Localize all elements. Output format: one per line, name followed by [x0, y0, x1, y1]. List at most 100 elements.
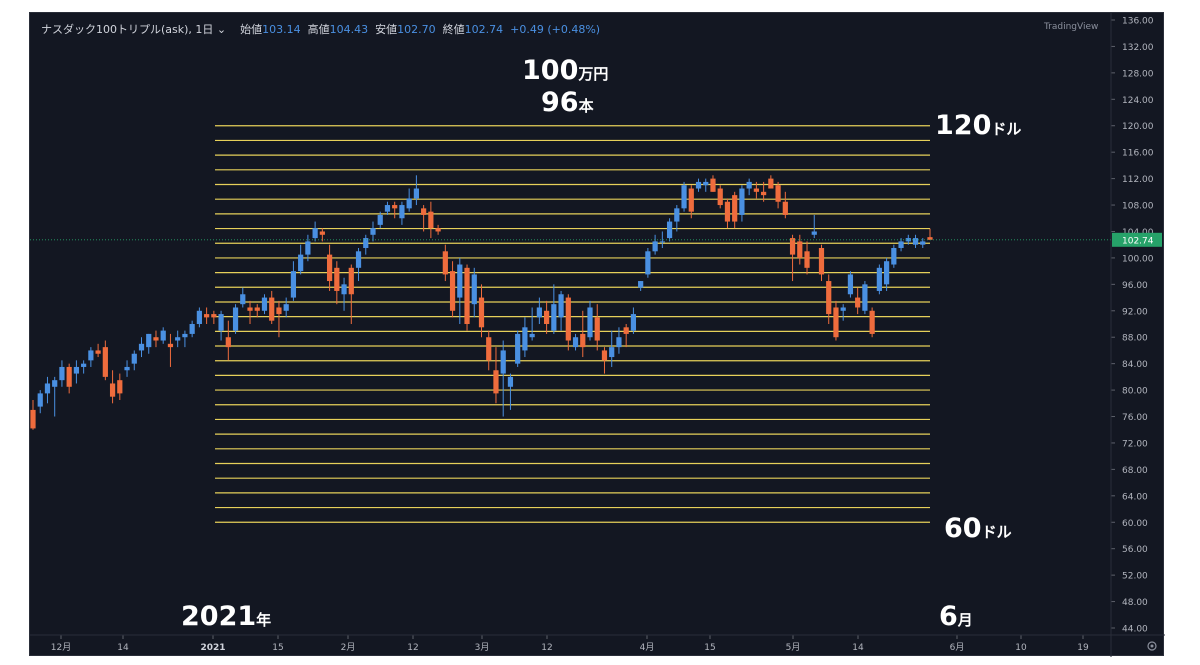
price-tick-label: 64.00	[1122, 492, 1148, 502]
candle-body	[319, 231, 325, 235]
candle-body	[153, 337, 159, 341]
candle-body	[826, 281, 832, 315]
settings-gear-icon[interactable]	[1147, 641, 1157, 651]
time-tick-label: 15	[704, 643, 715, 653]
end-annotation: 6月	[939, 603, 973, 630]
candle-body	[384, 205, 391, 212]
candle-body	[891, 248, 897, 265]
candle-body	[703, 181, 709, 186]
price-tick-label: 68.00	[1122, 466, 1148, 476]
candle-body	[529, 333, 535, 338]
time-tick-label: 4月	[640, 642, 655, 653]
candle-body	[804, 251, 810, 268]
candle-body	[399, 205, 405, 219]
candle-body	[109, 383, 116, 397]
candle-body	[370, 228, 376, 235]
lower-unit: ドル	[981, 523, 1012, 541]
candle-body	[565, 297, 571, 341]
chart-frame: 136.00 132.00 128.00 124.00 120.00 116.00 112.…	[29, 12, 1165, 657]
upper-number: 120	[935, 110, 992, 141]
price-tick-label: 88.00	[1122, 334, 1148, 344]
candle-body	[623, 327, 629, 334]
upper-unit: ドル	[991, 120, 1022, 138]
candle-body	[131, 353, 137, 364]
candle-body	[95, 350, 101, 354]
time-tick-label: 12月	[51, 642, 71, 653]
candle-body	[102, 347, 108, 377]
candle-body	[167, 343, 174, 348]
amount-number: 100	[522, 55, 579, 86]
candle-body	[768, 178, 774, 189]
tradingview-logo[interactable]: TradingView	[1044, 22, 1099, 32]
price-tick-label: 84.00	[1122, 360, 1148, 370]
candle-body	[138, 343, 145, 351]
candle-body	[927, 237, 933, 240]
low-value: 102.70	[397, 23, 436, 36]
start-annotation: 2021年	[181, 603, 271, 630]
price-tick-label: 60.00	[1122, 519, 1148, 529]
lower-bound-annotation: 60ドル	[944, 515, 1012, 542]
candle-body	[175, 337, 181, 341]
candle-body	[674, 208, 680, 222]
symbol-header[interactable]: ナスダック100トリプル(ask), 1日 ⌄ 始値103.14 高値104.4…	[41, 21, 600, 37]
symbol-label[interactable]: ナスダック100トリプル(ask), 1日	[41, 23, 214, 36]
price-tick-label: 96.00	[1122, 281, 1148, 291]
price-tick-label: 56.00	[1122, 545, 1148, 555]
price-tick-label: 80.00	[1122, 387, 1148, 397]
price-tick-label: 132.00	[1122, 43, 1154, 53]
candle-body	[269, 297, 275, 321]
candle-body	[594, 317, 600, 341]
candle-body	[912, 238, 919, 245]
candle-body	[869, 310, 875, 334]
time-tick-label: 3月	[475, 642, 490, 653]
price-tick-label: 128.00	[1122, 69, 1154, 79]
high-value: 104.43	[329, 23, 369, 36]
candle-body	[305, 241, 311, 255]
candle-body	[261, 297, 268, 311]
candle-body	[666, 221, 673, 239]
time-tick-label: 12	[541, 643, 552, 653]
candle-body	[88, 350, 94, 361]
candle-body	[782, 201, 788, 215]
candle-body	[211, 314, 217, 318]
candle-body	[355, 251, 362, 268]
candle-body	[688, 188, 694, 212]
candle-body	[189, 324, 195, 334]
change-value: +0.49 (+0.48%)	[510, 23, 601, 36]
count-number: 96	[541, 87, 579, 118]
candle-body	[746, 181, 752, 189]
time-tick-label: 5月	[786, 642, 801, 653]
candle-body	[536, 307, 542, 318]
count-unit: 本	[578, 97, 594, 115]
candle-body	[218, 314, 224, 331]
candle-body	[334, 267, 340, 291]
candle-body	[276, 307, 282, 315]
start-number: 2021	[181, 601, 257, 632]
price-tick-label: 120.00	[1122, 122, 1154, 132]
end-unit: 月	[957, 611, 973, 629]
end-number: 6	[939, 601, 958, 632]
candle-body	[544, 310, 550, 324]
candle-body	[840, 307, 846, 311]
price-tick-label: 72.00	[1122, 439, 1148, 449]
candle-body	[500, 350, 506, 374]
candle-body	[471, 274, 477, 305]
candle-body	[442, 251, 448, 275]
candle-body	[428, 211, 434, 229]
lower-number: 60	[944, 513, 982, 544]
candle-body	[753, 188, 759, 192]
count-annotation: 96本	[541, 89, 594, 116]
yellow-grid-lines	[215, 125, 930, 523]
candle-body	[862, 284, 868, 311]
time-tick-label: 6月	[950, 642, 965, 653]
candle-body	[811, 231, 817, 235]
time-tick-label: 14	[852, 643, 864, 653]
candle-body	[66, 366, 72, 387]
candle-body	[587, 307, 593, 338]
candle-body	[522, 327, 528, 351]
candle-body	[717, 188, 723, 206]
chevron-down-icon[interactable]: ⌄	[216, 23, 227, 36]
time-tick-label: 19	[1077, 643, 1089, 653]
price-tick-label: 76.00	[1122, 413, 1148, 423]
candle-body	[681, 185, 687, 209]
